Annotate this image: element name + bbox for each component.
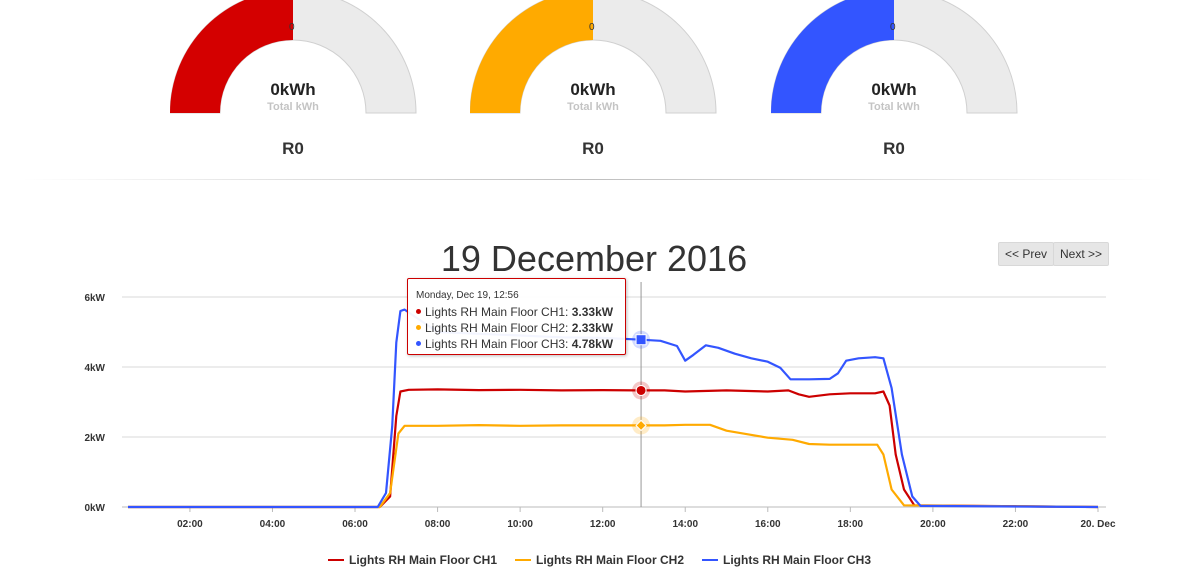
x-tick-label: 08:00	[425, 519, 451, 530]
tooltip-row-label: Lights RH Main Floor CH1:	[425, 305, 572, 319]
tooltip-row-label: Lights RH Main Floor CH2:	[425, 321, 572, 335]
point-marker-ch2	[635, 419, 647, 432]
x-tick-label: 14:00	[672, 519, 698, 530]
gauge-ch3: 0 0kWh Total kWh R0	[771, 0, 1021, 170]
x-tick-label: 12:00	[590, 519, 616, 530]
gauge-ch1-arc	[170, 0, 417, 114]
legend-swatch-icon	[702, 558, 718, 561]
x-tick-label: 04:00	[260, 519, 286, 530]
tooltip-dot-icon	[416, 325, 421, 331]
series-line-ch2	[128, 423, 1099, 509]
chart-tooltip: Monday, Dec 19, 12:56 Lights RH Main Flo…	[407, 278, 626, 355]
x-tick-label: 18:00	[838, 519, 864, 530]
y-tick-label: 0kW	[84, 503, 105, 514]
legend-label: Lights RH Main Floor CH1	[349, 553, 497, 567]
tooltip-row-value: 4.78kW	[571, 337, 614, 351]
legend-item-ch1[interactable]: Lights RH Main Floor CH1	[328, 553, 497, 569]
gauge-sub-label: Total kWh	[267, 101, 319, 113]
gauge-zero-label: 0	[890, 22, 896, 33]
legend-label: Lights RH Main Floor CH2	[536, 553, 684, 567]
gauge-ch2-arc	[470, 0, 717, 114]
section-divider	[20, 179, 1165, 180]
gauge-zero-label: 0	[589, 22, 595, 33]
gauge-fill	[170, 0, 293, 113]
gauge-r-label: R0	[282, 139, 304, 158]
y-tick-label: 4kW	[84, 363, 105, 374]
gauge-value: 0kWh	[270, 80, 316, 99]
x-tick-label: 20:00	[920, 519, 946, 530]
series-line-ch3	[128, 308, 1099, 509]
x-tick-label: 22:00	[1003, 519, 1029, 530]
series-line-ch1	[128, 388, 1099, 509]
next-button[interactable]: Next >>	[1053, 242, 1110, 266]
point-marker-ch1	[635, 384, 647, 396]
legend-swatch-icon	[515, 558, 531, 561]
gauge-fill	[771, 0, 894, 113]
legend-item-ch2[interactable]: Lights RH Main Floor CH2	[515, 553, 684, 569]
legend-swatch-icon	[328, 558, 344, 561]
x-tick-label: 16:00	[755, 519, 781, 530]
y-tick-label: 6kW	[84, 293, 105, 304]
gauge-zero-label: 0	[289, 22, 295, 33]
prev-button[interactable]: << Prev	[998, 242, 1055, 266]
x-tick-label: 02:00	[177, 519, 203, 530]
tooltip-header: Monday, Dec 19, 12:56	[416, 290, 519, 301]
legend-label: Lights RH Main Floor CH3	[723, 553, 871, 567]
tooltip-row-ch3: Lights RH Main Floor CH3: 4.78kW	[416, 337, 613, 351]
y-tick-label: 2kW	[84, 433, 105, 444]
gauge-ch3-arc	[771, 0, 1018, 114]
tooltip-dot-icon	[416, 309, 421, 315]
gauge-ch1: 0 0kWh Total kWh R0	[170, 0, 420, 170]
date-title: 19 December 2016	[440, 238, 748, 279]
tooltip-dot-icon	[416, 341, 421, 347]
x-tick-label: 06:00	[342, 519, 368, 530]
tooltip-row-ch2: Lights RH Main Floor CH2: 2.33kW	[416, 321, 613, 335]
x-tick-label: 20. Dec	[1080, 519, 1115, 530]
gauge-fill	[470, 0, 593, 113]
gauge-sub-label: Total kWh	[567, 101, 619, 113]
gauge-value: 0kWh	[570, 80, 616, 99]
tooltip-row-label: Lights RH Main Floor CH3:	[425, 337, 572, 351]
tooltip-row-value: 3.33kW	[571, 305, 614, 319]
x-tick-label: 10:00	[507, 519, 533, 530]
gauge-sub-label: Total kWh	[868, 101, 920, 113]
gauge-r-label: R0	[883, 139, 905, 158]
tooltip-row-value: 2.33kW	[571, 321, 614, 335]
tooltip-row-ch1: Lights RH Main Floor CH1: 3.33kW	[416, 305, 613, 319]
legend-item-ch3[interactable]: Lights RH Main Floor CH3	[702, 553, 871, 569]
gauge-ch2: 0 0kWh Total kWh R0	[470, 0, 720, 170]
gauge-value: 0kWh	[871, 80, 917, 99]
gauge-r-label: R0	[582, 139, 604, 158]
point-marker-ch3	[635, 334, 647, 346]
